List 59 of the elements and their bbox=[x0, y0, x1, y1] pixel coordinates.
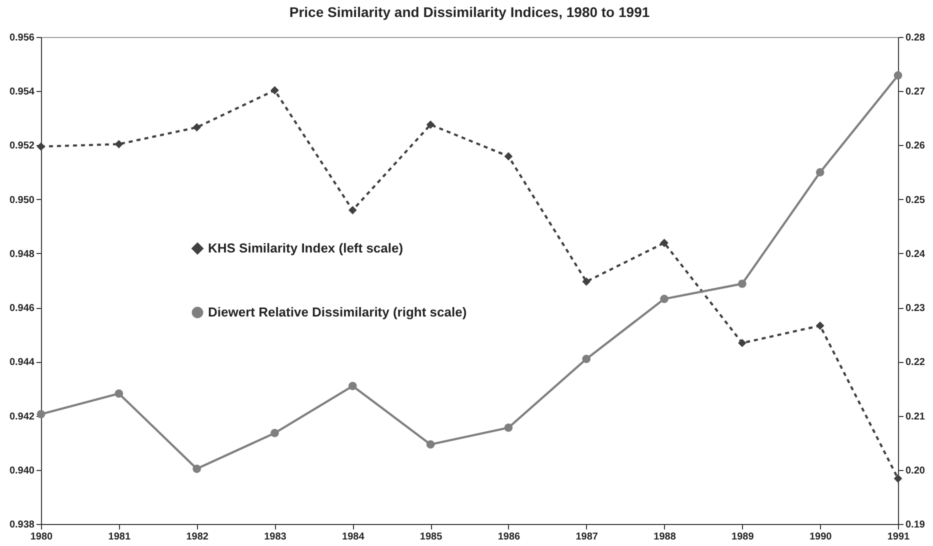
legend-label: KHS Similarity Index (left scale) bbox=[208, 240, 404, 256]
x-tick-label: 1988 bbox=[654, 532, 676, 542]
point bbox=[36, 142, 46, 151]
point bbox=[738, 280, 746, 288]
point bbox=[738, 338, 746, 348]
y-tick-label: 0.940 bbox=[9, 465, 35, 476]
y-tick-label: 0.956 bbox=[9, 32, 35, 44]
point bbox=[270, 428, 279, 438]
point bbox=[114, 140, 124, 148]
x-tick-label: 1982 bbox=[186, 532, 209, 542]
point bbox=[192, 123, 201, 132]
y-tick-label: 0.942 bbox=[9, 411, 35, 422]
x-tick-label: 1980 bbox=[30, 532, 54, 542]
point bbox=[894, 71, 902, 80]
y2-tick-label: 0.28 bbox=[906, 32, 926, 44]
point bbox=[426, 120, 435, 129]
y2-tick-label: 0.21 bbox=[906, 411, 926, 422]
y2-tick-label: 0.26 bbox=[906, 140, 926, 152]
x-tick-label: 1981 bbox=[108, 532, 131, 542]
point bbox=[582, 354, 591, 364]
y-tick-label: 0.946 bbox=[9, 303, 35, 314]
point bbox=[348, 206, 357, 214]
x-tick-label: 1990 bbox=[809, 532, 832, 542]
y2-tick-label: 0.23 bbox=[906, 303, 926, 314]
y-tick-label: 0.952 bbox=[9, 140, 35, 152]
x-tick-label: 1986 bbox=[498, 532, 521, 542]
x-tick-label: 1989 bbox=[732, 532, 754, 542]
y2-tick-label: 0.27 bbox=[906, 86, 926, 98]
x-tick-label: 1984 bbox=[342, 532, 365, 542]
point bbox=[504, 424, 513, 432]
y2-tick-label: 0.25 bbox=[906, 194, 926, 206]
point bbox=[348, 382, 357, 390]
y2-tick-label: 0.20 bbox=[906, 465, 926, 476]
point bbox=[270, 86, 279, 94]
point bbox=[504, 152, 513, 160]
point bbox=[36, 410, 46, 418]
point bbox=[894, 474, 902, 483]
y-tick-label: 0.950 bbox=[9, 194, 35, 206]
point bbox=[816, 168, 824, 176]
point bbox=[192, 464, 201, 473]
x-tick-label: 1987 bbox=[576, 532, 598, 542]
point bbox=[660, 238, 668, 248]
point bbox=[426, 440, 435, 449]
x-tick-label: 1983 bbox=[264, 532, 287, 542]
y-tick-label: 0.948 bbox=[9, 248, 35, 260]
point bbox=[582, 277, 591, 286]
y2-tick-label: 0.22 bbox=[906, 357, 926, 368]
point bbox=[816, 322, 824, 330]
y-tick-label: 0.938 bbox=[9, 520, 35, 530]
y-tick-label: 0.954 bbox=[9, 86, 35, 98]
x-tick-label: 1991 bbox=[887, 532, 910, 542]
y-tick-label: 0.944 bbox=[9, 357, 35, 368]
y2-tick-label: 0.19 bbox=[906, 520, 926, 530]
x-tick-label: 1985 bbox=[420, 532, 443, 542]
y2-tick-label: 0.24 bbox=[906, 248, 926, 260]
point bbox=[114, 389, 124, 398]
chart-title: Price Similarity and Dissimilarity Indices, 1980 to 1991 bbox=[289, 4, 650, 20]
legend-label: Diewert Relative Dissimilarity (right scale) bbox=[208, 304, 467, 320]
point bbox=[660, 294, 668, 304]
